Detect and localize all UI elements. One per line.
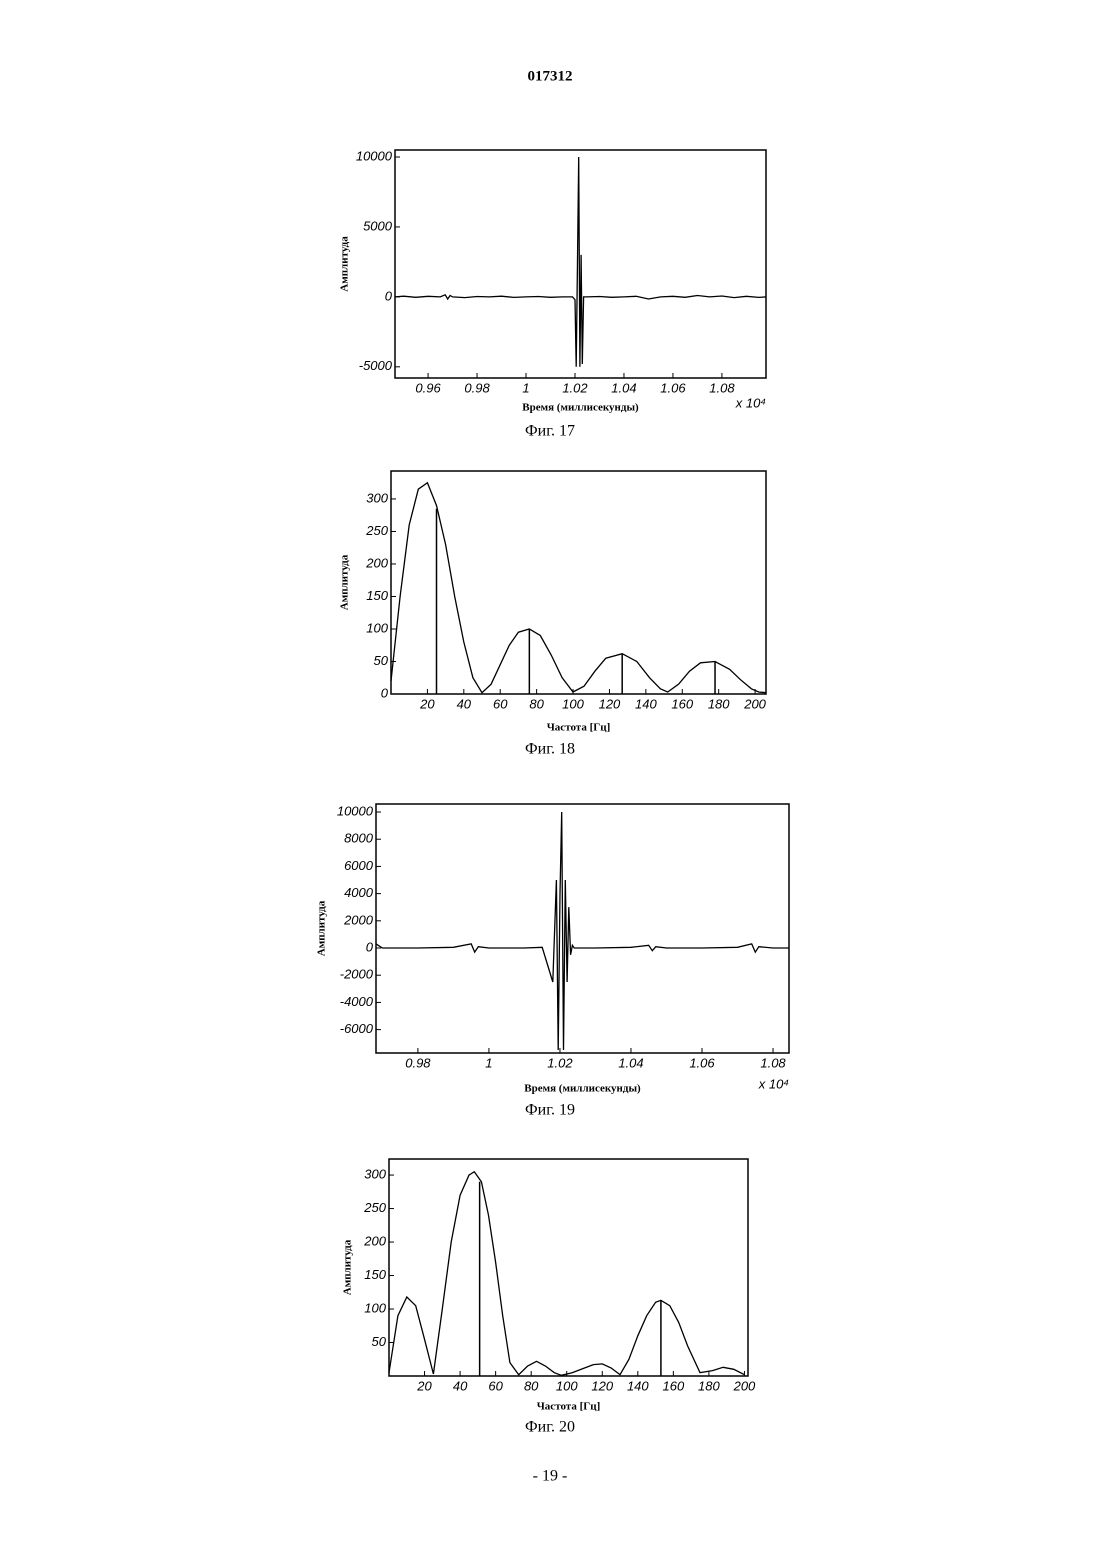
y-tick-label: 250: [363, 1200, 386, 1215]
x-tick-label: 0.96: [415, 380, 441, 395]
x-tick-label: 1.06: [689, 1055, 715, 1070]
x-tick-label: 1.02: [562, 380, 588, 395]
x-tick-label: 1.02: [547, 1055, 573, 1070]
x-tick-label: 180: [698, 1378, 720, 1393]
plot-frame: [391, 471, 766, 694]
x-tick-label: 140: [635, 696, 657, 711]
y-tick-label: 300: [366, 490, 388, 505]
x-tick-label: 20: [419, 696, 435, 711]
x-tick-label: 160: [671, 696, 693, 711]
y-tick-label: 150: [366, 588, 388, 603]
x-tick-label: 120: [599, 696, 621, 711]
plot-frame: [389, 1159, 748, 1376]
y-tick-label: -5000: [359, 358, 393, 373]
x-tick-label: 1.08: [709, 380, 735, 395]
x-tick-label: 60: [488, 1378, 503, 1393]
x-tick-label: 100: [562, 696, 584, 711]
plot-frame: [376, 804, 789, 1053]
x-tick-label: 1.08: [760, 1055, 786, 1070]
x-tick-label: 0.98: [405, 1055, 431, 1070]
page-header: 017312: [528, 68, 573, 84]
y-tick-label: 250: [365, 523, 388, 538]
y-tick-label: 4000: [344, 885, 374, 900]
y-tick-label: 200: [365, 555, 388, 570]
page-number: - 19 -: [533, 1468, 568, 1485]
figure-caption: Фиг. 17: [525, 423, 575, 440]
page: 017312 - 19 - -500005000100000.960.9811.…: [0, 0, 1100, 1556]
y-tick-label: 0: [381, 685, 389, 700]
x-multiplier: x 10⁴: [735, 395, 766, 410]
x-multiplier: x 10⁴: [758, 1076, 789, 1091]
y-tick-label: 2000: [343, 912, 374, 927]
y-tick-label: 10000: [337, 803, 374, 818]
y-tick-label: -6000: [340, 1021, 374, 1036]
y-tick-label: 0: [385, 288, 393, 303]
x-tick-label: 1.06: [660, 380, 686, 395]
signal-line: [395, 157, 766, 367]
y-tick-label: 100: [364, 1300, 386, 1315]
x-tick-label: 1: [485, 1055, 492, 1070]
y-axis-label: Амплитуда: [316, 900, 328, 956]
y-axis-label: Амплитуда: [342, 1239, 354, 1295]
y-tick-label: 0: [366, 939, 374, 954]
y-tick-label: 300: [364, 1167, 386, 1182]
x-tick-label: 20: [416, 1378, 432, 1393]
signal-line: [389, 1172, 744, 1376]
x-tick-label: 160: [663, 1378, 685, 1393]
signal-line: [391, 483, 766, 693]
x-tick-label: 0.98: [464, 380, 490, 395]
signal-line: [376, 812, 789, 1050]
y-tick-label: -4000: [340, 994, 374, 1009]
y-axis-label: Амплитуда: [339, 554, 351, 610]
y-tick-label: 100: [366, 620, 388, 635]
x-axis-label: Время (миллисекунды): [524, 1083, 641, 1095]
x-tick-label: 120: [591, 1378, 613, 1393]
y-tick-label: 6000: [344, 858, 374, 873]
y-tick-label: 10000: [356, 148, 393, 163]
y-tick-label: 8000: [344, 831, 374, 846]
x-tick-label: 1.04: [618, 1055, 643, 1070]
y-tick-label: 5000: [363, 218, 393, 233]
figure-caption: Фиг. 20: [525, 1419, 575, 1436]
x-axis-label: Время (миллисекунды): [522, 402, 639, 414]
y-tick-label: 50: [374, 653, 389, 668]
y-tick-label: -2000: [340, 967, 374, 982]
x-tick-label: 1: [522, 380, 529, 395]
x-tick-label: 40: [457, 696, 472, 711]
x-axis-label: Частота [Гц]: [547, 722, 611, 734]
y-tick-label: 150: [364, 1267, 386, 1282]
x-tick-label: 60: [493, 696, 508, 711]
y-axis-label: Амплитуда: [339, 236, 351, 292]
figure-caption: Фиг. 19: [525, 1102, 575, 1119]
x-tick-label: 40: [453, 1378, 468, 1393]
x-tick-label: 100: [556, 1378, 578, 1393]
x-tick-label: 180: [708, 696, 730, 711]
x-tick-label: 140: [627, 1378, 649, 1393]
x-tick-label: 80: [524, 1378, 539, 1393]
y-tick-label: 50: [372, 1334, 387, 1349]
x-axis-label: Частота [Гц]: [537, 1401, 601, 1413]
x-tick-label: 200: [743, 696, 766, 711]
x-tick-label: 1.04: [611, 380, 636, 395]
y-tick-label: 200: [363, 1233, 386, 1248]
figure-caption: Фиг. 18: [525, 741, 575, 758]
x-tick-label: 200: [733, 1378, 756, 1393]
x-tick-label: 80: [529, 696, 544, 711]
